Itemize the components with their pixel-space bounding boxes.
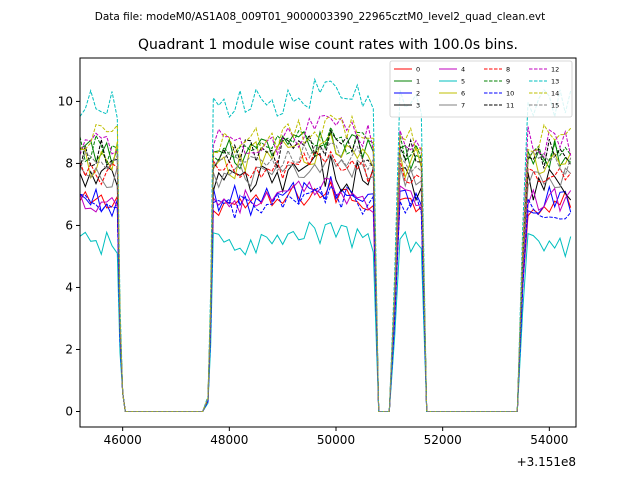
legend-label-2: 2 [416, 90, 420, 98]
legend-box [389, 60, 573, 118]
series-line-8 [79, 150, 572, 412]
y-tick-label: 4 [65, 280, 73, 294]
legend-label-0: 0 [416, 66, 420, 74]
figure-suptitle: Data file: modeM0/AS1A08_009T01_90000033… [95, 11, 546, 23]
chart-title: Quadrant 1 module wise count rates with … [138, 37, 518, 53]
x-tick-label: 52000 [424, 433, 462, 447]
legend-label-9: 9 [506, 78, 510, 86]
legend-label-6: 6 [461, 90, 465, 98]
y-tick-label: 0 [65, 404, 73, 418]
y-tick-label: 10 [58, 94, 73, 108]
y-tick-label: 8 [65, 156, 73, 170]
y-axis: 0 2 4 6 8 10 [58, 94, 80, 418]
legend-label-11: 11 [506, 102, 514, 110]
legend-label-14: 14 [551, 90, 559, 98]
y-tick-label: 6 [65, 218, 73, 232]
legend-label-15: 15 [551, 102, 559, 110]
legend-label-1: 1 [416, 78, 420, 86]
legend-label-3: 3 [416, 102, 420, 110]
legend-label-5: 5 [461, 78, 465, 86]
legend-label-12: 12 [551, 66, 559, 74]
x-tick-label: 54000 [530, 433, 568, 447]
x-axis: 46000 48000 50000 52000 54000 [104, 427, 568, 447]
legend-label-7: 7 [461, 102, 465, 110]
legend-label-4: 4 [461, 66, 465, 74]
x-tick-label: 50000 [317, 433, 355, 447]
series-line-14 [79, 114, 572, 412]
y-tick-label: 2 [65, 342, 73, 356]
axes-frame [79, 57, 577, 428]
x-offset-label: +3.151e8 [517, 455, 576, 469]
legend-label-13: 13 [551, 78, 559, 86]
series-layer [79, 77, 572, 412]
x-tick-label: 46000 [104, 433, 142, 447]
legend-label-8: 8 [506, 66, 510, 74]
legend-label-10: 10 [506, 90, 514, 98]
series-line-15 [79, 142, 572, 412]
x-tick-label: 48000 [210, 433, 248, 447]
